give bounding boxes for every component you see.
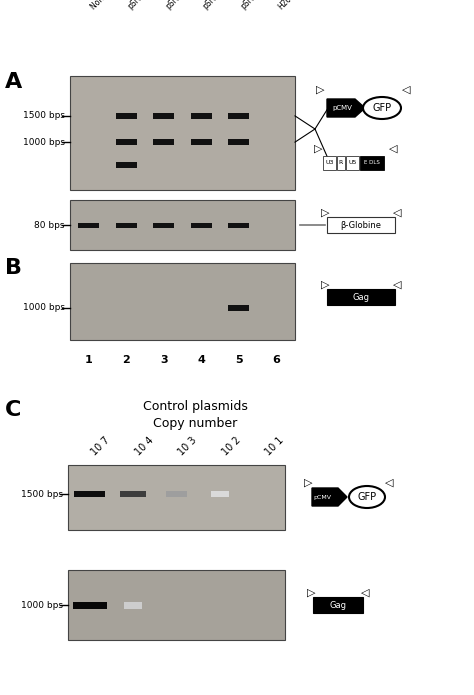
Text: ▷: ▷	[307, 588, 315, 598]
Text: ◁: ◁	[361, 588, 369, 598]
Bar	[74, 491, 105, 497]
Text: β-Globine: β-Globine	[340, 220, 382, 229]
Text: U3: U3	[325, 161, 334, 165]
Bar	[228, 113, 249, 119]
Text: Non transduced cells: Non transduced cells	[89, 0, 152, 11]
Bar	[327, 217, 395, 233]
Bar	[116, 162, 137, 168]
Text: pCMV: pCMV	[332, 105, 352, 111]
FancyArrow shape	[327, 99, 365, 117]
Text: 10 4: 10 4	[133, 435, 155, 457]
Text: R: R	[339, 161, 343, 165]
Bar	[313, 597, 363, 613]
Bar	[120, 491, 146, 497]
Bar	[346, 156, 359, 170]
Text: GFP: GFP	[373, 103, 392, 113]
Bar	[337, 156, 345, 170]
Bar	[70, 76, 295, 190]
Bar	[327, 289, 395, 305]
Bar	[124, 601, 142, 609]
Text: 1000 bps: 1000 bps	[23, 303, 65, 312]
Bar	[70, 200, 295, 250]
Text: ▷: ▷	[321, 280, 329, 290]
Text: 4: 4	[197, 355, 205, 365]
Text: 10 3: 10 3	[176, 435, 199, 457]
Bar	[191, 139, 211, 145]
Text: E DLS: E DLS	[364, 161, 380, 165]
Bar	[154, 222, 174, 227]
Text: pSIV-TGP: pSIV-TGP	[239, 0, 269, 11]
Text: Gag: Gag	[329, 600, 346, 610]
Text: U5: U5	[348, 161, 357, 165]
Bar	[166, 491, 187, 497]
Text: ◁: ◁	[385, 478, 393, 488]
Text: A: A	[5, 72, 22, 92]
Text: 10 2: 10 2	[220, 434, 242, 457]
Bar	[68, 465, 285, 530]
Text: GFP: GFP	[357, 492, 376, 502]
Text: H20: H20	[276, 0, 293, 11]
Bar	[154, 139, 174, 145]
Ellipse shape	[349, 486, 385, 508]
Bar	[68, 570, 285, 640]
Text: 2: 2	[122, 355, 130, 365]
Text: 1: 1	[85, 355, 92, 365]
Text: pCMV: pCMV	[313, 495, 331, 500]
Text: pSIV-gaMES4sIN: pSIV-gaMES4sIN	[126, 0, 176, 11]
Text: ◁: ◁	[393, 208, 401, 218]
Text: Gag: Gag	[353, 293, 370, 302]
Bar	[228, 222, 249, 227]
Ellipse shape	[363, 97, 401, 119]
Text: 1500 bps: 1500 bps	[21, 490, 63, 499]
Text: C: C	[5, 400, 21, 420]
Text: 1500 bps: 1500 bps	[23, 111, 65, 120]
Text: B: B	[5, 258, 22, 278]
Text: 5: 5	[235, 355, 243, 365]
Text: ◁: ◁	[393, 280, 401, 290]
Bar	[191, 222, 211, 227]
Text: 1000 bps: 1000 bps	[21, 600, 63, 610]
Text: 80 bps: 80 bps	[35, 220, 65, 229]
Text: pSIV-T1: pSIV-T1	[201, 0, 228, 11]
Bar	[116, 222, 137, 227]
Bar	[360, 156, 384, 170]
Text: ▷: ▷	[321, 208, 329, 218]
Text: ◁: ◁	[402, 85, 410, 95]
Text: 10 1: 10 1	[263, 435, 285, 457]
Text: ▷: ▷	[314, 144, 322, 154]
Bar	[323, 156, 336, 170]
Bar	[78, 222, 99, 227]
Bar	[191, 113, 211, 119]
Text: 1000 bps: 1000 bps	[23, 138, 65, 147]
Text: ▷: ▷	[316, 85, 324, 95]
Bar	[228, 139, 249, 145]
Text: 6: 6	[272, 355, 280, 365]
Text: ▷: ▷	[304, 478, 312, 488]
Bar	[116, 113, 137, 119]
Bar	[211, 491, 229, 497]
Text: Control plasmids
Copy number: Control plasmids Copy number	[143, 400, 247, 430]
Bar	[116, 139, 137, 145]
FancyArrow shape	[312, 488, 347, 506]
Text: pSIV-RMES4: pSIV-RMES4	[164, 0, 202, 11]
Bar	[228, 304, 249, 311]
Bar	[73, 601, 107, 609]
Bar	[154, 113, 174, 119]
Text: 10 7: 10 7	[90, 434, 112, 457]
Bar	[70, 263, 295, 340]
Text: 3: 3	[160, 355, 168, 365]
Text: ◁: ◁	[389, 144, 397, 154]
